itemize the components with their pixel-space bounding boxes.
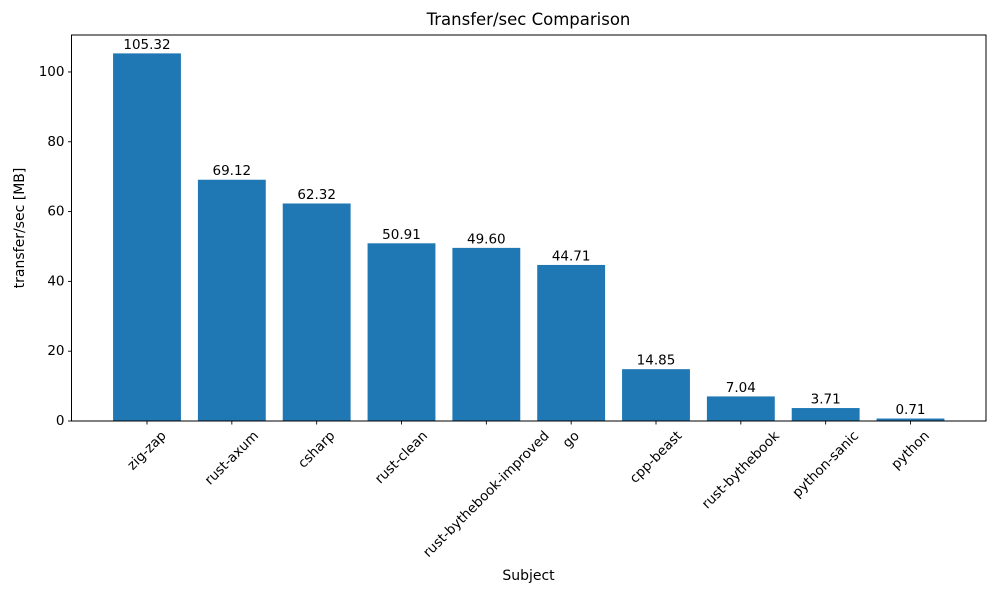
x-axis-label: Subject bbox=[502, 568, 555, 584]
y-tick-label: 100 bbox=[39, 64, 65, 80]
bar-rust-axum bbox=[197, 179, 266, 421]
y-axis-label: transfer/sec [MB] bbox=[12, 168, 28, 289]
bar-python bbox=[876, 418, 945, 421]
y-tick-label: 60 bbox=[47, 204, 64, 220]
bar-value-label: 3.71 bbox=[811, 392, 841, 408]
y-tick-label: 40 bbox=[47, 273, 64, 289]
bar-cpp-beast bbox=[622, 369, 690, 421]
bars-group bbox=[113, 53, 945, 421]
x-tick-label: rust-bythebook bbox=[699, 428, 783, 512]
bar-rust-clean bbox=[367, 243, 436, 421]
bar-value-label: 105.32 bbox=[123, 37, 170, 53]
x-tick-label: rust-axum bbox=[202, 428, 262, 488]
x-tick-label: zig-zap bbox=[124, 428, 169, 473]
x-tick-label: csharp bbox=[295, 428, 338, 471]
bar-value-label: 0.71 bbox=[895, 402, 925, 418]
bar-value-label: 69.12 bbox=[213, 163, 252, 179]
bar-value-label: 62.32 bbox=[297, 187, 336, 203]
bar-rust-bythebook bbox=[706, 396, 775, 421]
y-tick-label: 0 bbox=[56, 413, 65, 429]
x-tick-label: rust-bythebook-improved bbox=[420, 428, 553, 561]
y-tick-label: 20 bbox=[47, 343, 64, 359]
x-tick-label: python-sanic bbox=[789, 428, 862, 501]
bar-value-label: 14.85 bbox=[637, 353, 676, 369]
chart-title: Transfer/sec Comparison bbox=[426, 10, 631, 29]
bar-value-label: 50.91 bbox=[382, 227, 421, 243]
bar-rust-bythebook-improved bbox=[452, 247, 521, 421]
bar-value-label: 49.60 bbox=[467, 231, 506, 247]
x-tick-label: rust-clean bbox=[372, 428, 431, 487]
bar-csharp bbox=[282, 203, 351, 421]
bar-python-sanic bbox=[791, 408, 860, 421]
y-tick-label: 80 bbox=[47, 134, 64, 150]
x-tick-label: cpp-beast bbox=[627, 428, 686, 487]
bar-value-label: 44.71 bbox=[552, 248, 591, 264]
x-tick-label: python bbox=[888, 428, 933, 473]
x-tick-label: go bbox=[560, 428, 583, 451]
bar-go bbox=[537, 264, 606, 421]
plot-border bbox=[71, 34, 987, 422]
bar-zig-zap bbox=[113, 53, 181, 421]
value-labels-group: 105.32 69.12 62.32 50.91 49.60 44.71 14.85 7.04… bbox=[123, 37, 925, 418]
bar-value-label: 7.04 bbox=[726, 380, 756, 396]
